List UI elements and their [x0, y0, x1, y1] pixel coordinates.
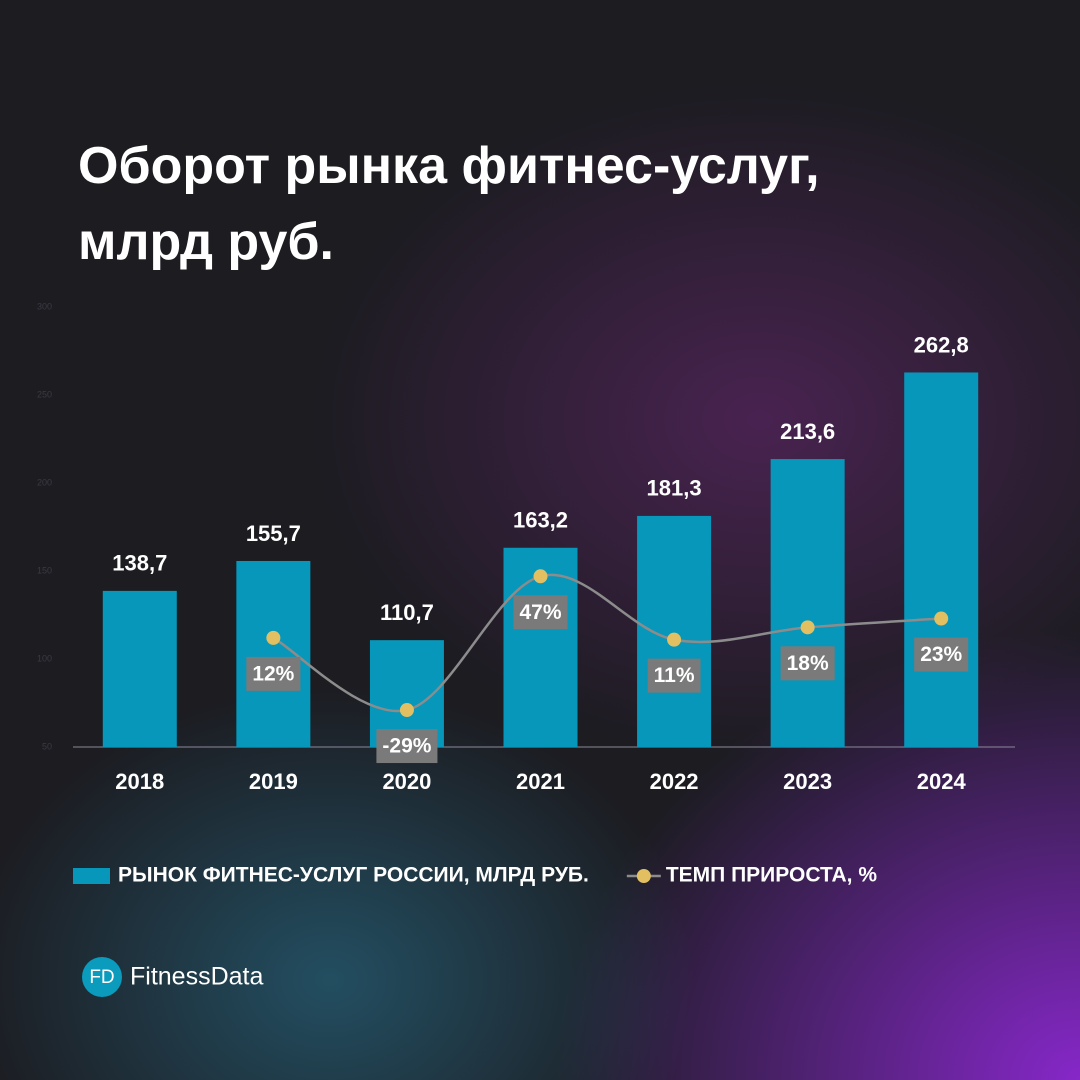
- x-tick-label: 2023: [783, 769, 832, 794]
- bar-value-label: 213,6: [780, 419, 835, 444]
- bar-value-label: 138,7: [112, 551, 167, 576]
- x-tick-label: 2022: [650, 769, 699, 794]
- growth-label-box: [513, 595, 568, 630]
- y-tick-label: 100: [37, 653, 52, 663]
- growth-value-label: 11%: [654, 664, 695, 687]
- bar: [637, 515, 712, 747]
- growth-point: [533, 569, 548, 584]
- y-tick-label: 300: [37, 301, 52, 311]
- legend-swatch-marker: [636, 869, 651, 883]
- growth-label-box: [376, 729, 438, 764]
- logo-badge-text: FD: [89, 967, 114, 988]
- growth-label-box: [246, 656, 301, 691]
- x-tick-label: 2021: [516, 769, 565, 794]
- bar-value-label: 163,2: [513, 508, 568, 533]
- growth-point: [399, 703, 414, 718]
- bar-value-label: 110,7: [380, 600, 434, 625]
- bar: [236, 560, 311, 747]
- x-tick-label: 2024: [917, 769, 967, 794]
- bar: [102, 590, 177, 747]
- bar-value-label: 155,7: [246, 521, 301, 546]
- legend-label: РЫНОК ФИТНЕС-УСЛУГ РОССИИ, МЛРД РУБ.: [118, 864, 589, 887]
- growth-point: [934, 611, 949, 626]
- growth-value-label: 23%: [920, 643, 962, 666]
- chart-title: Оборот рынка фитнес-услуг, млрд руб.: [78, 137, 820, 271]
- growth-value-label: 12%: [252, 662, 294, 685]
- legend-label: ТЕМП ПРИРОСТА, %: [666, 864, 877, 887]
- bar: [770, 459, 845, 747]
- logo-badge: [82, 957, 122, 997]
- growth-label-box: [780, 646, 835, 681]
- x-tick-label: 2019: [249, 769, 298, 794]
- growth-point: [800, 620, 815, 635]
- logo-brand: FitnessData: [130, 963, 263, 991]
- growth-value-label: 18%: [787, 652, 829, 675]
- x-tick-label: 2020: [382, 769, 431, 794]
- y-tick-label: 150: [37, 565, 52, 575]
- y-tick-label: 250: [37, 389, 52, 399]
- bar-value-label: 262,8: [914, 332, 969, 357]
- y-tick-label: 200: [37, 477, 52, 487]
- growth-point: [266, 630, 281, 645]
- legend-swatch: [73, 868, 110, 884]
- growth-label-box: [914, 637, 969, 672]
- growth-value-label: 47%: [519, 601, 561, 624]
- growth-label-box: [647, 658, 701, 693]
- growth-point: [667, 632, 682, 647]
- y-tick-label: 50: [42, 741, 52, 751]
- growth-value-label: -29%: [382, 735, 431, 758]
- bar-value-label: 181,3: [647, 476, 702, 501]
- bar: [904, 372, 979, 747]
- x-tick-label: 2018: [115, 769, 164, 794]
